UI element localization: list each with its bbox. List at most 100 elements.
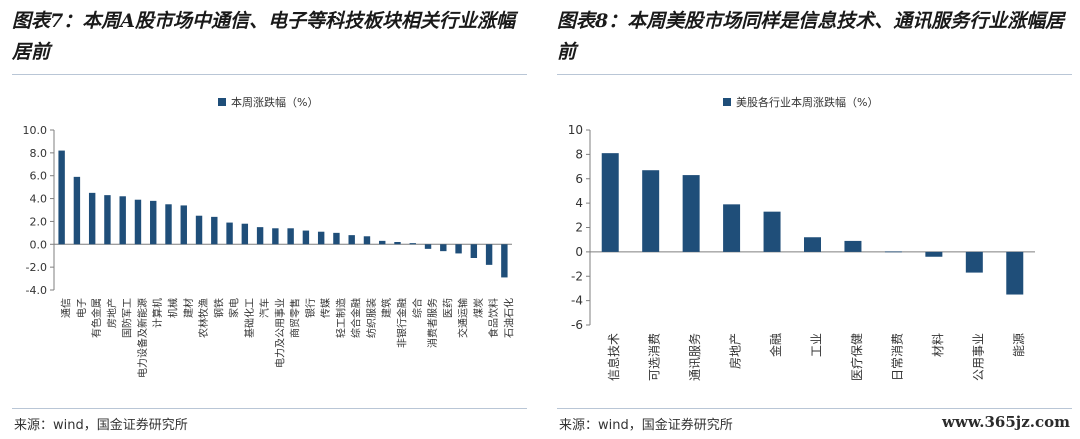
bar [763,211,781,252]
x-category-label: 非银行金融 [396,298,409,348]
x-category-label: 基础化工 [243,298,256,338]
x-category-label: 家电 [228,298,241,318]
y-tick-label: 8.0 [30,147,48,160]
x-category-label: 医疗保健 [850,333,864,381]
x-category-label: 食品饮料 [487,298,500,338]
y-tick-label: 4 [575,196,583,210]
x-category-label: 农林牧渔 [197,298,210,338]
x-category-label: 公用事业 [971,333,985,381]
legend: 美股各行业本周涨跌幅（%） [723,95,878,109]
watermark: www.365jz.com [938,411,1074,433]
y-tick-label: 4.0 [30,193,48,206]
y-tick-label: 8 [575,147,583,161]
x-category-label: 工业 [810,333,824,357]
legend-swatch [218,98,226,106]
x-category-label: 房地产 [105,298,118,328]
source-note: 来源：wind，国金证券研究所 [14,418,188,433]
x-category-label: 日常消费 [890,333,904,381]
bar [317,231,325,245]
divider-bottom [12,408,527,409]
x-category-label: 电力设备及新能源 [136,298,149,378]
x-category-label: 轻工制造 [334,298,347,338]
bar [333,232,340,245]
x-category-label: 银行 [304,298,317,318]
bar [180,205,187,245]
bar [424,244,432,249]
x-category-label: 医药 [442,298,454,318]
bar [302,230,310,245]
bar [440,244,447,252]
x-category-label: 信息技术 [606,333,621,381]
bar [409,243,416,245]
bar [104,195,111,245]
bar [195,215,203,245]
bar [287,228,294,245]
figure-title: 图表8：本周美股市场同样是信息技术、通讯服务行业涨幅居前 [557,10,1065,63]
x-category-label: 钢铁 [212,298,225,318]
x-category-label: 消费者服务 [426,298,439,348]
x-category-label: 石油石化 [502,298,515,338]
x-category-label: 纺织服装 [365,298,378,338]
y-tick-label: 10 [568,123,583,137]
y-tick-label: -4 [571,294,583,308]
x-category-label: 建筑 [380,298,393,318]
bar [348,235,355,245]
bar [394,242,401,245]
x-category-label: 传媒 [320,298,332,318]
bar [804,237,821,252]
divider-bottom [557,408,1072,409]
y-tick-label: 6.0 [30,170,48,183]
y-tick-label: -6 [571,318,583,332]
x-category-label: 综合金融 [350,298,363,338]
x-category-label: 通讯服务 [687,333,702,381]
bar [501,244,508,278]
bar [165,204,172,245]
x-category-label: 材料 [931,333,945,357]
bar [455,244,462,254]
figure-title: 图表7：本周A股市场中通信、电子等科技板块相关行业涨幅居前 [12,10,515,63]
bar [272,228,279,245]
bar [256,227,264,245]
bar [485,244,493,265]
bar [150,200,157,245]
legend: 本周涨跌幅（%） [218,95,318,109]
y-tick-label: 0.0 [30,238,48,251]
bar [601,153,619,252]
legend-label: 美股各行业本周涨跌幅（%） [736,95,878,109]
bar [226,222,233,245]
bar-chart-a-share: 本周涨跌幅（%） 10.0 8.0 6.0 4.0 2.0 0.0 -2.0 -4.0 通信 电子有… [23,95,516,378]
y-tick-label: 2 [575,221,583,235]
x-category-label: 交通运输 [457,298,470,338]
x-category-label: 电子 [75,298,88,318]
bar [1006,251,1024,295]
bar [642,170,660,252]
x-category-label: 综合 [411,298,424,318]
bar [134,199,142,245]
x-category-label: 通信 [61,298,73,318]
bar [925,251,943,257]
x-category-label: 房地产 [728,333,743,369]
chart-panel-right: 图表8：本周美股市场同样是信息技术、通讯服务行业涨幅居前 美股各行业本周涨跌幅（… [545,0,1080,439]
bar [211,216,218,245]
y-tick-label: 0 [575,245,583,259]
y-tick-label: 6 [575,172,583,186]
x-category-label: 建材 [182,298,195,318]
bar [723,204,741,252]
x-category-label: 商贸零售 [289,298,302,338]
bar [119,196,126,245]
source-note: 来源：wind，国金证券研究所 [559,418,733,433]
bar [470,244,478,258]
bar [58,150,65,245]
bar [682,175,700,252]
bar [884,251,902,253]
y-tick-label: 10.0 [23,124,48,137]
x-category-label: 有色金属 [90,298,103,338]
y-tick-label: 2.0 [30,215,48,228]
x-category-label: 汽车 [258,298,271,318]
x-category-label: 计算机 [151,298,164,328]
bar [241,223,249,245]
x-category-label: 机械 [167,298,180,318]
x-category-label: 能源 [1012,333,1026,357]
bar [379,240,386,245]
divider-top [12,74,527,75]
